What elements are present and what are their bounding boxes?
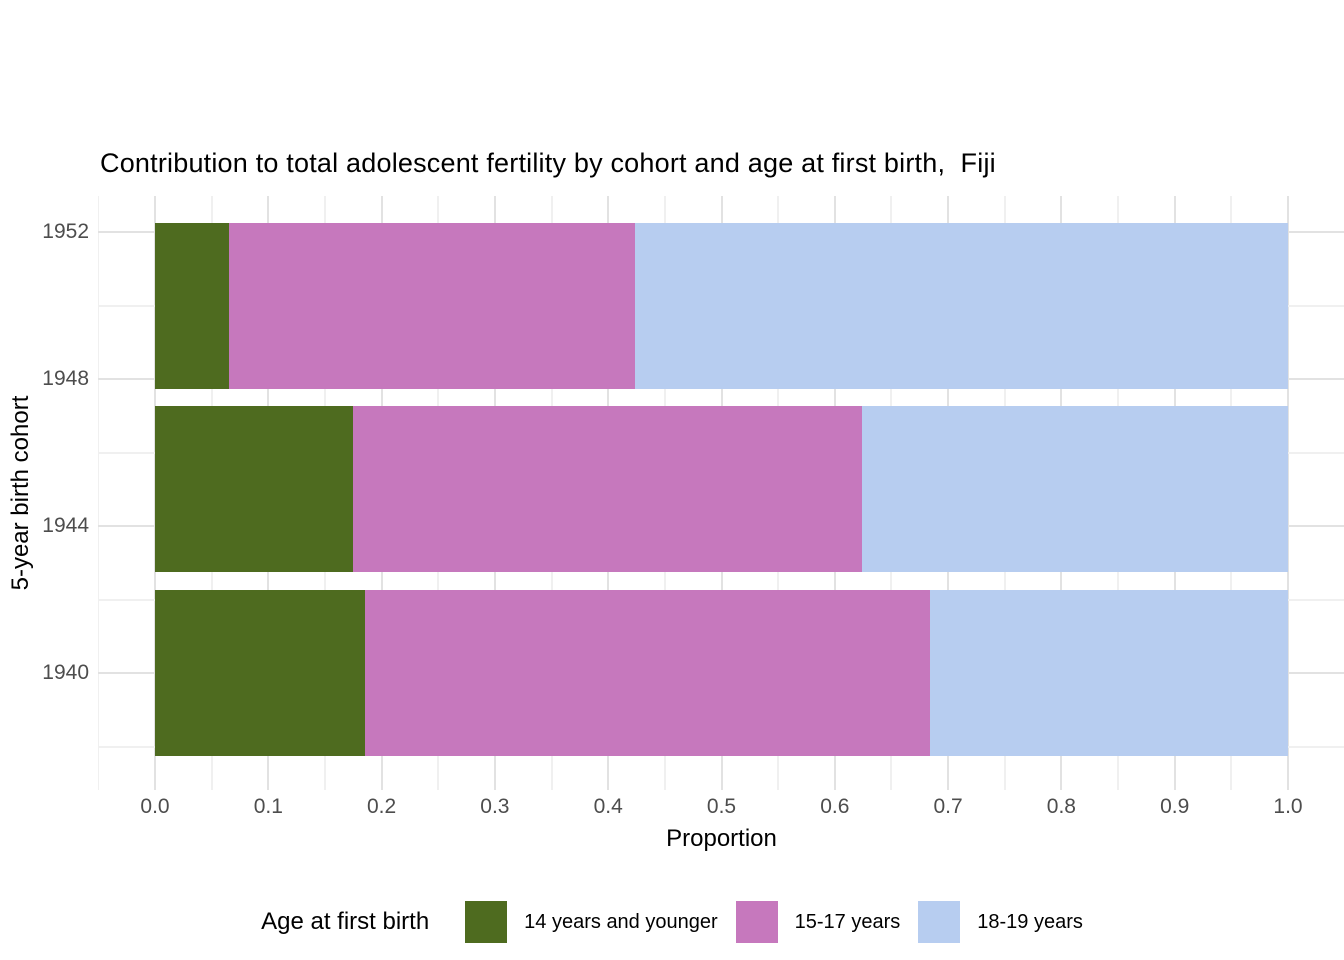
bar-1945-segment-15-17-years xyxy=(353,406,862,573)
legend-label: 14 years and younger xyxy=(524,910,718,933)
grid-x-minor xyxy=(98,196,100,790)
bar-1945-segment-14-years-and-younger xyxy=(155,406,354,573)
legend-label: 15-17 years xyxy=(794,910,901,933)
chart-title: Contribution to total adolescent fertili… xyxy=(100,148,996,178)
x-tick-label: 0.1 xyxy=(253,795,283,818)
legend-swatch-15-17-years-icon xyxy=(735,901,778,943)
y-tick-label: 1948 xyxy=(42,367,89,390)
bar-1950-segment-15-17-years xyxy=(228,222,636,389)
legend-item-14-years-and-younger: 14 years and younger xyxy=(465,901,718,943)
y-tick-label: 1952 xyxy=(42,220,89,243)
y-tick-label: 1944 xyxy=(42,514,89,537)
legend: Age at first birth 14 years and younger … xyxy=(0,898,1344,946)
x-tick-label: 0.2 xyxy=(366,795,397,818)
legend-label: 18-19 years xyxy=(977,910,1083,933)
legend-swatch-18-19-years-icon xyxy=(918,901,961,943)
x-tick-label: 0.5 xyxy=(706,795,737,818)
bar-1950-segment-14-years-and-younger xyxy=(155,222,229,389)
bar-1950-segment-18-19-years xyxy=(635,222,1288,389)
x-tick-label: 0.6 xyxy=(820,795,850,818)
x-tick-label: 1.0 xyxy=(1273,795,1303,818)
bar-1940-segment-14-years-and-younger xyxy=(155,590,365,756)
plot-panel xyxy=(98,196,1344,790)
x-tick-label: 0.8 xyxy=(1046,795,1076,818)
x-axis-title: Proportion xyxy=(666,825,777,852)
x-tick-label: 0.9 xyxy=(1160,795,1190,818)
legend-title: Age at first birth xyxy=(261,908,430,935)
y-tick-label: 1940 xyxy=(42,661,89,684)
x-tick-label: 0.4 xyxy=(593,795,623,818)
bar-1945-segment-18-19-years xyxy=(861,406,1288,573)
bar-1940-segment-18-19-years xyxy=(929,590,1288,756)
legend-item-18-19-years: 18-19 years xyxy=(918,901,1083,943)
x-tick-label: 0.3 xyxy=(480,795,510,818)
x-tick-label: 0.7 xyxy=(933,795,963,818)
legend-swatch-14-years-and-younger-icon xyxy=(465,901,508,943)
bar-1940-segment-15-17-years xyxy=(364,590,930,756)
grid-x-major xyxy=(1287,196,1289,790)
x-tick-label: 0.0 xyxy=(140,795,170,818)
legend-item-15-17-years: 15-17 years xyxy=(735,901,901,943)
